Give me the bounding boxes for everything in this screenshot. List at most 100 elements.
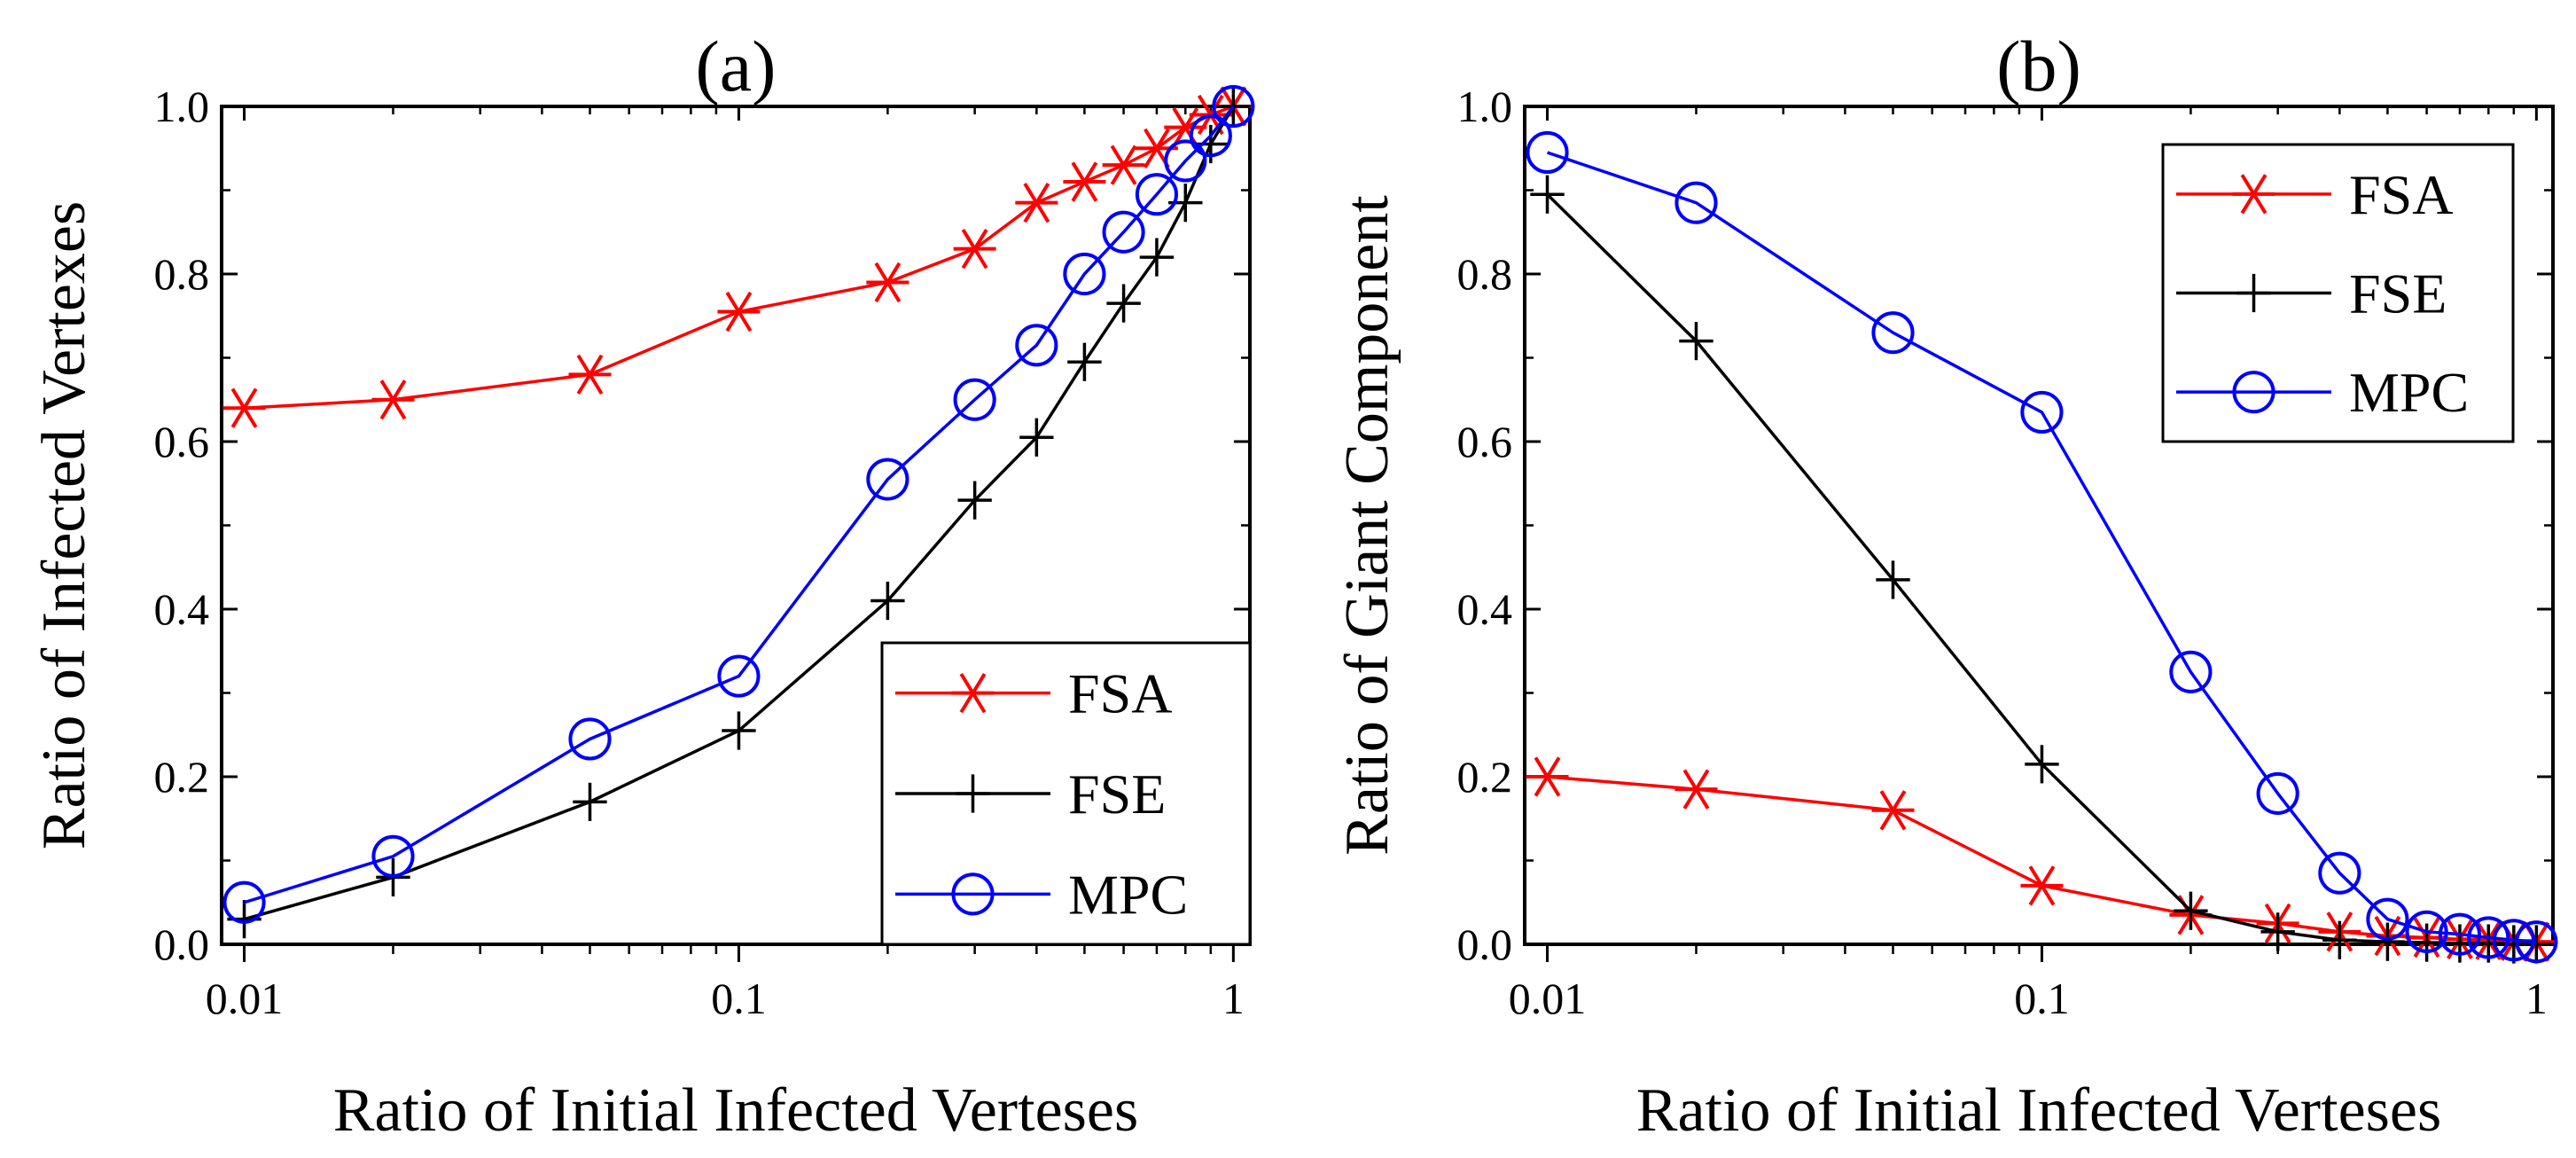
legend-label-fse: FSE bbox=[2349, 262, 2447, 325]
x-tick-label: 1 bbox=[2525, 974, 2548, 1023]
y-axis-label: Ratio of Giant Component bbox=[1333, 195, 1401, 856]
series-line-mpc bbox=[1546, 151, 2537, 943]
y-tick-label: 0.4 bbox=[154, 584, 210, 634]
legend-label-fse: FSE bbox=[1068, 763, 1166, 825]
x-tick-label: 0.01 bbox=[206, 974, 284, 1023]
x-tick-label: 0.1 bbox=[2014, 974, 2070, 1023]
data-point-fsa bbox=[371, 379, 415, 420]
x-tick-label: 1 bbox=[1222, 974, 1245, 1023]
data-point-fsa bbox=[1871, 790, 1915, 831]
data-point-fsa bbox=[1102, 145, 1145, 185]
data-point-mpc bbox=[866, 458, 909, 501]
data-point-mpc bbox=[2515, 920, 2558, 964]
data-point-mpc bbox=[1189, 113, 1232, 158]
data-point-mpc bbox=[222, 880, 266, 924]
legend-label-mpc: MPC bbox=[2349, 361, 2469, 424]
legend-marker-fse bbox=[956, 774, 990, 813]
chart-panel-a: (a) 0.0 0.2 0.4 0.6 0.8 1.0 0.01 0.1 1 Ratio of In… bbox=[30, 26, 1255, 1145]
legend-label-fsa: FSA bbox=[2349, 163, 2453, 226]
x-tick-label: 0.1 bbox=[711, 974, 767, 1023]
data-point-fse bbox=[957, 481, 992, 520]
x-axis-label: Ratio of Initial Infected Verteses bbox=[1636, 1076, 2441, 1145]
data-point-fse bbox=[2409, 923, 2444, 962]
data-point-fse bbox=[1019, 418, 1054, 457]
data-point-fsa bbox=[1674, 769, 1718, 810]
chart-title: (b) bbox=[1996, 26, 2081, 106]
y-tick-label: 0.2 bbox=[1457, 752, 1513, 802]
data-point-mpc bbox=[1015, 324, 1058, 367]
data-point-mpc bbox=[2366, 897, 2409, 941]
y-tick-label: 0.6 bbox=[154, 417, 210, 466]
data-point-fse bbox=[722, 711, 756, 750]
data-point-fse bbox=[1193, 124, 1229, 164]
data-point-mpc bbox=[2318, 851, 2361, 895]
y-tick-label: 0.0 bbox=[154, 919, 210, 969]
data-point-fse bbox=[2174, 891, 2208, 930]
x-axis-label: Ratio of Initial Infected Verteses bbox=[333, 1076, 1138, 1145]
y-tick-label: 0.0 bbox=[1457, 919, 1513, 969]
y-tick-label: 0.8 bbox=[1457, 249, 1513, 299]
legend-label-fsa: FSA bbox=[1068, 662, 1172, 725]
data-point-fsa bbox=[222, 387, 266, 428]
data-point-fse bbox=[870, 581, 905, 621]
data-point-mpc bbox=[1871, 311, 1915, 355]
data-point-fse bbox=[1530, 175, 1565, 214]
data-point-fsa bbox=[2020, 865, 2064, 906]
data-point-fsa bbox=[1063, 161, 1106, 202]
data-point-fsa bbox=[568, 354, 612, 395]
y-tick-label: 0.2 bbox=[154, 752, 210, 802]
data-point-mpc bbox=[1674, 181, 1718, 224]
series-line-mpc bbox=[244, 105, 1235, 904]
y-axis-label: Ratio of Infected Vertexes bbox=[30, 201, 98, 849]
series-mpc bbox=[1526, 130, 2558, 964]
data-point-mpc bbox=[1526, 130, 1569, 175]
data-point-mpc bbox=[717, 654, 761, 698]
y-tick-label: 0.4 bbox=[1457, 584, 1513, 634]
legend-marker-mpc bbox=[2232, 371, 2275, 414]
data-point-mpc bbox=[2256, 771, 2299, 815]
data-point-mpc bbox=[2438, 912, 2482, 956]
x-tick-label: 0.01 bbox=[1509, 974, 1587, 1023]
data-point-mpc bbox=[2467, 916, 2510, 959]
legend-marker-fsa bbox=[2232, 174, 2275, 215]
y-tick-label: 0.6 bbox=[1457, 417, 1513, 466]
chart-title: (a) bbox=[695, 26, 776, 106]
series-fsa bbox=[222, 86, 1255, 428]
data-point-mpc bbox=[371, 834, 415, 878]
y-tick-label: 1.0 bbox=[1457, 82, 1513, 131]
data-point-fse bbox=[1067, 342, 1102, 381]
data-point-fse bbox=[2322, 920, 2357, 959]
legend-marker-fsa bbox=[951, 673, 995, 714]
data-point-mpc bbox=[2405, 910, 2448, 953]
data-point-mpc bbox=[568, 717, 612, 761]
data-point-fsa bbox=[953, 229, 996, 270]
data-point-mpc bbox=[1212, 84, 1255, 129]
data-point-fse bbox=[2519, 925, 2554, 964]
series-fse bbox=[1530, 175, 2554, 964]
data-point-fse bbox=[2370, 922, 2405, 961]
legend-label-mpc: MPC bbox=[1068, 863, 1188, 926]
legend: FSA FSE MPC bbox=[2161, 143, 2515, 443]
data-point-mpc bbox=[2169, 650, 2213, 693]
data-point-mpc bbox=[1102, 210, 1145, 254]
data-point-fse bbox=[2025, 745, 2059, 784]
data-point-fse bbox=[1139, 238, 1175, 277]
data-point-fse bbox=[1106, 284, 1141, 323]
legend-marker-fse bbox=[2236, 273, 2271, 313]
data-point-mpc bbox=[2020, 390, 2064, 434]
legend-marker-mpc bbox=[951, 872, 995, 916]
data-point-mpc bbox=[1135, 173, 1179, 216]
series-line-fsa bbox=[1547, 775, 2537, 943]
chart-panel-b: (b) 0.0 0.2 0.4 0.6 0.8 1.0 0.01 0.1 1 Ratio of In… bbox=[1333, 26, 2558, 1145]
legend: FSA FSE MPC bbox=[880, 641, 1252, 946]
data-point-mpc bbox=[953, 378, 996, 421]
data-point-mpc bbox=[1063, 252, 1106, 296]
data-point-mpc bbox=[1164, 139, 1207, 183]
data-point-mpc bbox=[2492, 919, 2535, 962]
y-tick-label: 1.0 bbox=[154, 82, 210, 131]
data-point-fsa bbox=[866, 262, 909, 303]
data-point-fse bbox=[1876, 560, 1910, 599]
data-point-fsa bbox=[1526, 756, 1569, 797]
data-point-fse bbox=[1679, 322, 1713, 361]
